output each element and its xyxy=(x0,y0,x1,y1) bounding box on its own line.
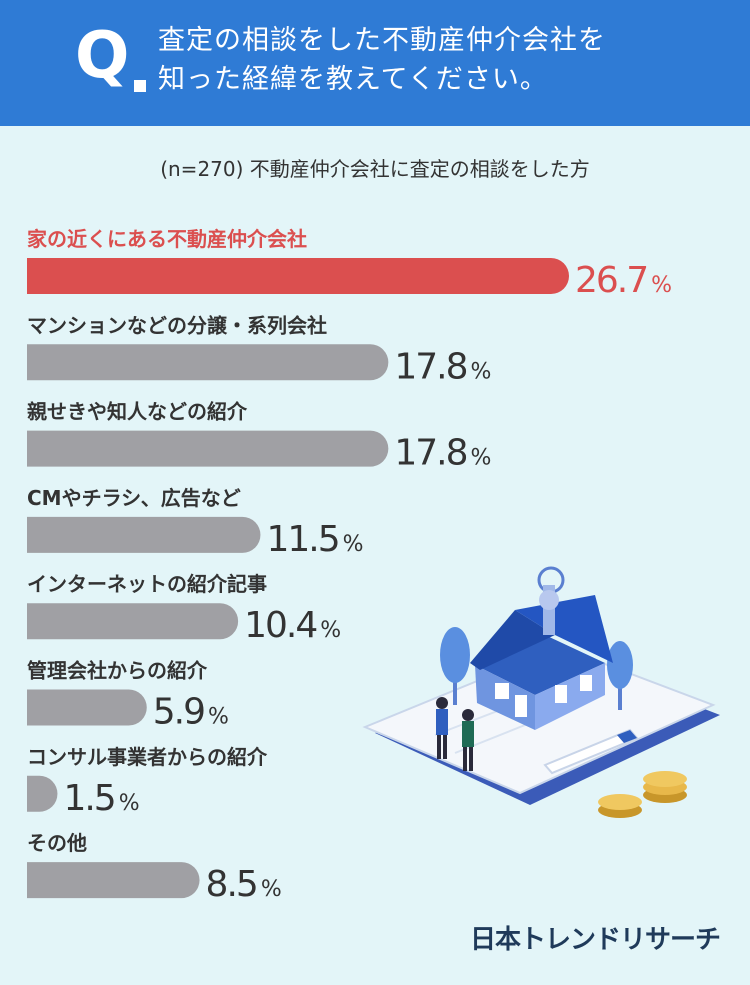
value-label: 11.5% xyxy=(266,519,363,560)
bar xyxy=(27,258,570,294)
bar xyxy=(27,603,239,640)
bar xyxy=(27,516,261,553)
value-label: 1.5% xyxy=(63,778,139,819)
category-label: CMやチラシ、広告など xyxy=(27,486,241,510)
key-icon xyxy=(537,566,565,635)
category-label: コンサル事業者からの紹介 xyxy=(27,745,268,769)
value-label: 26.7% xyxy=(575,260,672,301)
question-line-1: 査定の相談をした不動産仲介会社を xyxy=(158,25,606,56)
category-label: その他 xyxy=(27,831,87,855)
chart-subtitle: (n=270) 不動産仲介会社に査定の相談をした方 xyxy=(160,157,590,181)
category-label: マンションなどの分譲・系列会社 xyxy=(27,313,327,337)
brand-logo: 日本トレンドリサーチ xyxy=(469,925,721,955)
value-label: 10.4% xyxy=(244,605,341,646)
category-label: 親せきや知人などの紹介 xyxy=(27,400,248,424)
house-icon xyxy=(470,595,613,730)
bar xyxy=(27,862,200,899)
value-label: 17.8% xyxy=(394,346,491,387)
value-label: 8.5% xyxy=(206,864,282,905)
value-label: 17.8% xyxy=(394,433,491,474)
tree-icon xyxy=(440,627,633,710)
pen-icon xyxy=(543,728,639,775)
bar xyxy=(27,430,389,467)
category-label: 家の近くにある不動産仲介会社 xyxy=(27,227,307,251)
question-marker-dot xyxy=(134,80,146,92)
question-line-2: 知った経緯を教えてください。 xyxy=(158,64,548,95)
bar xyxy=(27,344,389,381)
bar xyxy=(27,689,147,726)
house-illustration xyxy=(362,566,720,818)
value-label: 5.9% xyxy=(153,692,229,733)
question-header: Q 査定の相談をした不動産仲介会社を 知った経緯を教えてください。 xyxy=(0,0,750,126)
question-marker: Q xyxy=(75,19,130,93)
category-label: インターネットの紹介記事 xyxy=(27,572,267,596)
coins-icon xyxy=(598,771,687,818)
bar xyxy=(27,775,58,812)
category-label: 管理会社からの紹介 xyxy=(27,659,208,683)
people-icon xyxy=(436,697,474,771)
